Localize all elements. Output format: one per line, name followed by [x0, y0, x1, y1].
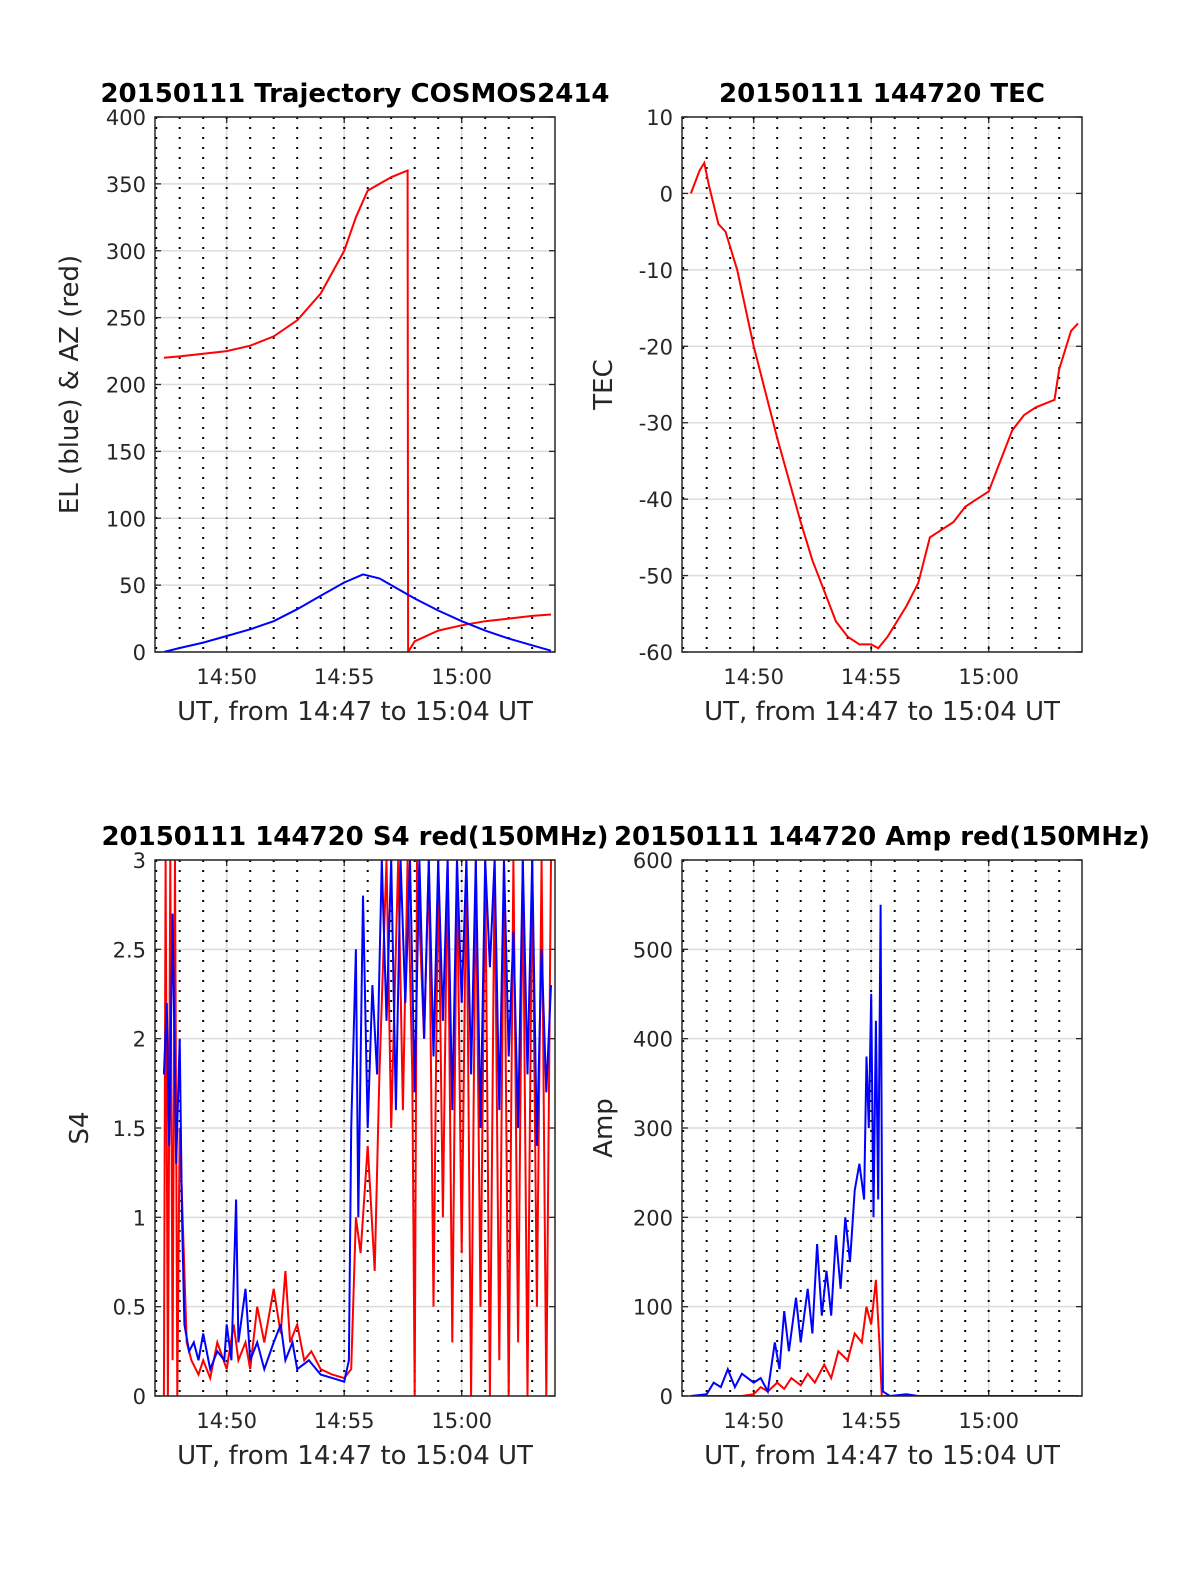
series-blue-line [690, 904, 1078, 1396]
y-tick-label: 2 [133, 1028, 146, 1052]
y-tick-label: 350 [106, 173, 146, 197]
series-red-line [690, 1279, 1078, 1396]
x-axis-label: UT, from 14:47 to 15:04 UT [704, 1441, 1060, 1471]
y-tick-label: 500 [633, 938, 673, 962]
y-tick-label: -30 [639, 412, 673, 436]
x-tick-label: 15:00 [431, 1409, 492, 1433]
chart-title: 20150111 144720 S4 red(150MHz) [101, 822, 608, 852]
y-tick-label: 10 [646, 106, 673, 130]
x-tick-label: 14:50 [196, 665, 257, 689]
subplot-2: -60 -50 -40 -30 -20 -10 0 10 14:50 14:55 15:00 2015… [589, 79, 1083, 727]
axes-box [154, 859, 556, 1397]
y-tick-label: 1.5 [113, 1117, 146, 1141]
x-tick-label: 14:55 [841, 1409, 902, 1433]
x-tick-label: 15:00 [958, 665, 1019, 689]
axes-box [154, 116, 556, 653]
axes-box [681, 859, 1083, 1397]
y-tick-label: 300 [633, 1117, 673, 1141]
subplot-1: 0 50 100 150 200 250 300 350 400 14:50 14:55 15:00 2… [55, 79, 610, 727]
series-tec-line [689, 160, 1079, 650]
y-axis-label: Amp [589, 1098, 619, 1158]
y-tick-label: 1 [133, 1206, 146, 1230]
x-tick-label: 15:00 [958, 1409, 1019, 1433]
y-tick-label: -60 [639, 641, 673, 665]
x-tick-label: 14:55 [841, 665, 902, 689]
y-tick-label: -20 [639, 335, 673, 359]
chart-title: 20150111 144720 Amp red(150MHz) [614, 822, 1150, 852]
y-tick-label: 100 [106, 507, 146, 531]
y-tick-label: 0 [660, 1385, 673, 1409]
y-tick-label: 300 [106, 240, 146, 264]
y-tick-label: 400 [106, 106, 146, 130]
y-tick-label: 2.5 [113, 938, 146, 962]
subplot-3: 0 0.5 1 1.5 2 2.5 3 14:50 14:55 15:00 20150111 144… [65, 822, 609, 1471]
subplot-4: 0 100 200 300 400 500 600 14:50 14:55 15:00 201501… [589, 822, 1150, 1471]
y-axis-label: TEC [589, 359, 619, 410]
series-blue-line [162, 860, 552, 1383]
series-az-line [163, 169, 552, 652]
y-tick-label: -10 [639, 259, 673, 283]
y-tick-label: 0.5 [113, 1296, 146, 1320]
y-tick-label: 0 [660, 182, 673, 206]
y-tick-label: 200 [106, 374, 146, 398]
y-tick-label: 0 [133, 1385, 146, 1409]
x-tick-label: 14:50 [723, 1409, 784, 1433]
x-tick-label: 15:00 [431, 665, 492, 689]
x-axis-label: UT, from 14:47 to 15:04 UT [177, 1441, 533, 1471]
y-tick-label: -40 [639, 488, 673, 512]
y-axis-label: EL (blue) & AZ (red) [55, 255, 85, 514]
axes-box [681, 116, 1083, 653]
y-tick-label: -50 [639, 565, 673, 589]
x-tick-label: 14:50 [723, 665, 784, 689]
y-tick-label: 100 [633, 1296, 673, 1320]
y-tick-label: 200 [633, 1206, 673, 1230]
y-tick-label: 600 [633, 849, 673, 873]
x-tick-label: 14:55 [314, 665, 375, 689]
y-tick-label: 0 [133, 641, 146, 665]
y-axis-label: S4 [65, 1111, 95, 1144]
series-red-line [162, 860, 552, 1396]
y-tick-label: 250 [106, 307, 146, 331]
y-tick-label: 50 [119, 574, 146, 598]
x-axis-label: UT, from 14:47 to 15:04 UT [177, 697, 533, 727]
chart-title: 20150111 Trajectory COSMOS2414 [100, 79, 609, 109]
y-tick-label: 150 [106, 440, 146, 464]
x-axis-label: UT, from 14:47 to 15:04 UT [704, 697, 1060, 727]
series-el-line [163, 573, 552, 652]
chart-title: 20150111 144720 TEC [719, 79, 1045, 109]
y-tick-label: 400 [633, 1028, 673, 1052]
x-tick-label: 14:50 [196, 1409, 257, 1433]
y-tick-label: 3 [133, 849, 146, 873]
x-tick-label: 14:55 [314, 1409, 375, 1433]
